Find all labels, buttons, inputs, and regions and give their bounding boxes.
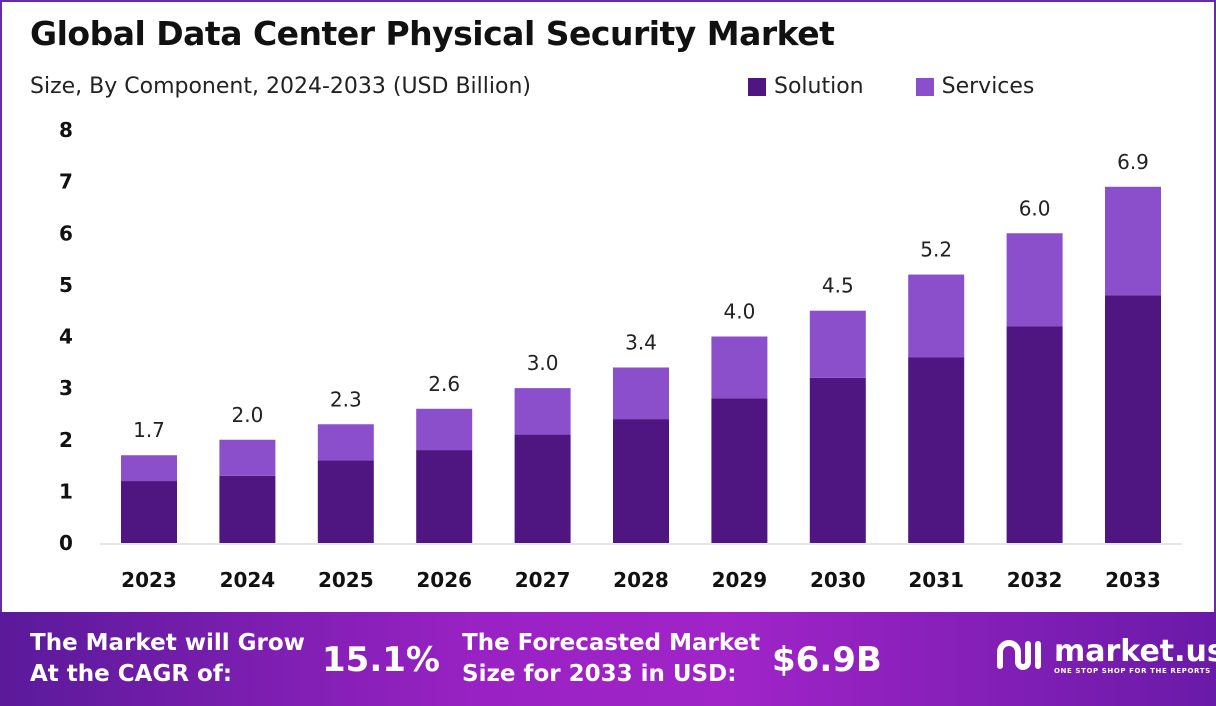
legend-item-services: Services bbox=[915, 74, 1035, 99]
x-tick-label: 2023 bbox=[121, 568, 177, 592]
data-label-total: 6.0 bbox=[1019, 196, 1051, 220]
bar-services-2024 bbox=[219, 439, 276, 476]
cagr-label-line: The Market will Grow bbox=[30, 630, 305, 656]
bar-solution-2033 bbox=[1105, 295, 1161, 543]
data-label-total: 4.5 bbox=[822, 274, 854, 298]
y-tick-label: 6 bbox=[59, 221, 73, 245]
bar-solution-2028 bbox=[613, 419, 669, 543]
x-tick-label: 2025 bbox=[318, 568, 374, 592]
x-tick-label: 2024 bbox=[220, 568, 276, 592]
bar-services-2025 bbox=[317, 424, 374, 461]
bar-chart: 0 1 2 3 4 5 6 7 8 1.7 2023 2.0 2024 2.3 2025 2.6 2026 3.0… bbox=[59, 118, 1182, 592]
bar-services-2033 bbox=[1105, 186, 1161, 296]
forecast-label: The Forecasted Market Size for 2033 in US… bbox=[462, 628, 760, 690]
y-tick-label: 2 bbox=[59, 428, 73, 452]
data-label-total: 1.7 bbox=[133, 418, 165, 442]
y-tick-label: 7 bbox=[59, 170, 73, 194]
data-label-total: 5.2 bbox=[920, 238, 952, 262]
legend-label: Services bbox=[941, 74, 1035, 99]
bar-services-2023 bbox=[121, 455, 177, 482]
marketus-logo: market.us ONE STOP SHOP FOR THE REPORTS bbox=[994, 636, 1216, 676]
bar-solution-2030 bbox=[809, 377, 866, 543]
forecast-label-line: Size for 2033 in USD: bbox=[462, 661, 737, 687]
data-label-total: 2.0 bbox=[231, 403, 263, 427]
legend-label: Solution bbox=[774, 74, 864, 99]
bar-solution-2031 bbox=[908, 357, 965, 543]
data-label-total: 6.9 bbox=[1117, 150, 1149, 174]
x-tick-label: 2033 bbox=[1105, 568, 1161, 592]
bar-solution-2027 bbox=[514, 434, 571, 543]
data-label-total: 3.4 bbox=[625, 330, 657, 354]
data-label-total: 2.6 bbox=[428, 372, 460, 396]
cagr-label-line: At the CAGR of: bbox=[30, 661, 233, 687]
bar-solution-2025 bbox=[317, 460, 374, 543]
bar-solution-2024 bbox=[219, 475, 276, 543]
x-tick-label: 2026 bbox=[416, 568, 472, 592]
bar-services-2027 bbox=[514, 388, 571, 435]
x-tick-label: 2032 bbox=[1007, 568, 1063, 592]
chart-subtitle: Size, By Component, 2024-2033 (USD Billi… bbox=[30, 74, 531, 99]
cagr-label: The Market will Grow At the CAGR of: bbox=[30, 628, 305, 690]
bar-solution-2023 bbox=[121, 481, 177, 543]
bar-solution-2032 bbox=[1006, 326, 1063, 543]
y-tick-label: 5 bbox=[59, 273, 73, 297]
legend-swatch-solution bbox=[748, 77, 766, 96]
x-tick-label: 2028 bbox=[613, 568, 669, 592]
logo-icon bbox=[997, 640, 1041, 670]
forecast-label-line: The Forecasted Market bbox=[462, 630, 761, 656]
bar-solution-2029 bbox=[711, 398, 768, 543]
data-label-total: 4.0 bbox=[723, 300, 755, 324]
forecast-value: $6.9B bbox=[772, 640, 882, 680]
y-tick-label: 8 bbox=[59, 118, 73, 142]
legend-item-solution: Solution bbox=[748, 74, 864, 99]
y-tick-label: 4 bbox=[59, 325, 73, 349]
logo-tagline: ONE STOP SHOP FOR THE REPORTS bbox=[1054, 667, 1211, 675]
data-label-total: 3.0 bbox=[527, 351, 559, 375]
x-tick-label: 2027 bbox=[515, 568, 571, 592]
x-tick-label: 2029 bbox=[712, 568, 768, 592]
bar-solution-2026 bbox=[416, 450, 473, 543]
chart-title: Global Data Center Physical Security Mar… bbox=[30, 14, 835, 53]
x-tick-label: 2030 bbox=[810, 568, 866, 592]
bar-services-2029 bbox=[711, 336, 768, 399]
y-tick-label: 3 bbox=[59, 376, 73, 400]
logo-name: market.us bbox=[1054, 634, 1216, 669]
legend: Solution Services bbox=[748, 74, 1034, 99]
bar-services-2032 bbox=[1006, 233, 1063, 327]
cagr-value: 15.1% bbox=[322, 640, 440, 680]
y-tick-label: 1 bbox=[59, 479, 73, 503]
legend-swatch-services bbox=[915, 77, 934, 96]
y-tick-label: 0 bbox=[59, 531, 73, 555]
bar-services-2026 bbox=[416, 408, 473, 451]
bar-services-2031 bbox=[908, 274, 965, 358]
data-label-total: 2.3 bbox=[330, 387, 362, 411]
bar-services-2030 bbox=[809, 310, 866, 378]
footer-banner: The Market will Grow At the CAGR of: 15.1… bbox=[0, 612, 1216, 706]
x-tick-label: 2031 bbox=[908, 568, 964, 592]
bar-services-2028 bbox=[613, 367, 669, 420]
